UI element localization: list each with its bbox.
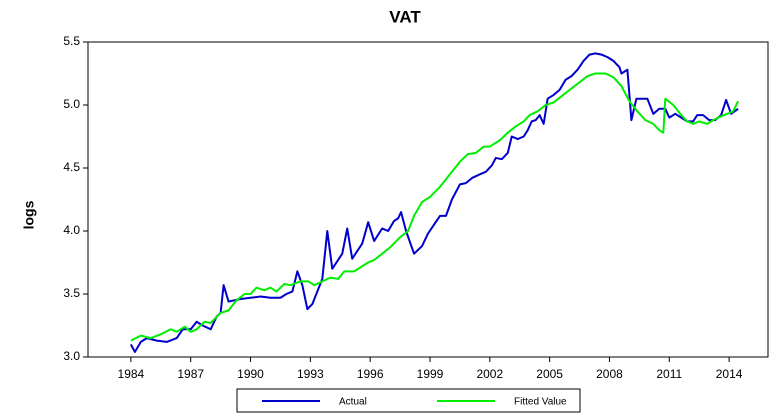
- x-tick-label: 1996: [357, 367, 384, 381]
- x-tick-label: 2005: [536, 367, 563, 381]
- x-tick-label: 2008: [596, 367, 623, 381]
- x-tick-label: 1993: [297, 367, 324, 381]
- x-tick-label: 2014: [716, 367, 743, 381]
- series-line: [130, 72, 739, 342]
- x-tick-label: 1987: [177, 367, 204, 381]
- x-tick-label: 2002: [476, 367, 503, 381]
- y-tick-label: 3.0: [63, 349, 80, 363]
- y-tick-label: 3.5: [63, 286, 80, 300]
- plot-frame: [87, 41, 769, 358]
- y-tick-label: 4.0: [63, 223, 80, 237]
- legend-label: Fitted Value: [514, 397, 567, 408]
- legend-label: Actual: [339, 397, 367, 408]
- series-line: [129, 52, 739, 353]
- legend-box: [236, 388, 581, 413]
- x-tick-label: 1990: [237, 367, 264, 381]
- y-tick-label: 4.5: [63, 160, 80, 174]
- y-tick-label: 5.5: [63, 34, 80, 48]
- x-tick-label: 2011: [656, 367, 682, 381]
- y-tick-label: 5.0: [63, 97, 80, 111]
- x-tick-label: 1984: [118, 367, 145, 381]
- y-axis-label: logs: [21, 200, 37, 229]
- chart-title: VAT: [389, 7, 421, 26]
- x-tick-label: 1999: [417, 367, 444, 381]
